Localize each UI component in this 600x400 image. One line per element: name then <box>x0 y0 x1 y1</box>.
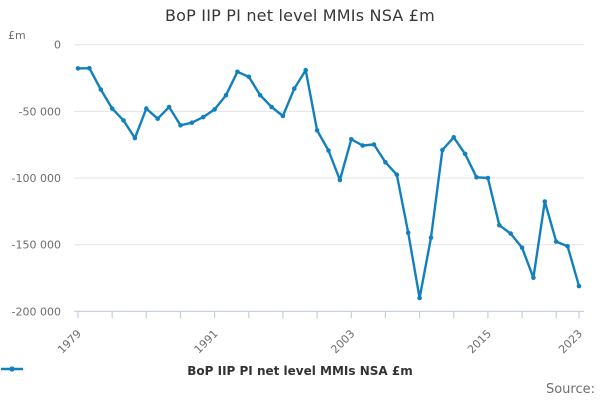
data-point-marker <box>212 107 217 112</box>
x-tick-label: 1991 <box>192 327 221 356</box>
data-line <box>76 66 581 300</box>
y-tick-label: -50 000 <box>19 105 61 118</box>
data-point-marker <box>371 142 377 147</box>
data-point-marker <box>428 235 434 240</box>
data-point-marker <box>189 120 195 125</box>
data-point-marker <box>462 151 468 157</box>
data-point-marker <box>497 222 502 228</box>
data-point-marker <box>292 86 297 91</box>
data-point-marker <box>166 104 172 110</box>
data-point-marker <box>394 172 400 177</box>
data-point-marker <box>417 295 422 301</box>
x-tick-label: 1979 <box>55 327 84 356</box>
data-point-marker <box>314 128 320 133</box>
data-point-marker <box>451 135 457 140</box>
data-point-marker <box>155 116 160 121</box>
data-point-marker <box>326 148 331 153</box>
legend-label: BoP IIP PI net level MMIs NSA £m <box>187 364 413 378</box>
data-point-marker <box>303 67 309 73</box>
data-point-marker <box>360 143 365 148</box>
legend-line-icon <box>1 366 23 372</box>
data-point-marker <box>109 106 115 111</box>
data-point-marker <box>269 104 274 110</box>
x-tick-label: 2015 <box>465 327 494 356</box>
y-tick-label: -200 000 <box>12 305 61 318</box>
data-point-marker <box>565 243 570 249</box>
data-point-marker <box>178 123 183 128</box>
data-point-marker <box>576 283 582 289</box>
plot-area: 0 -50 000 -100 000 -150 000 -200 000 1979 1991… <box>12 39 586 357</box>
data-point-marker <box>98 87 104 92</box>
data-point-marker <box>75 66 81 71</box>
data-point-marker <box>349 137 354 142</box>
data-point-marker <box>257 92 263 98</box>
data-point-marker <box>519 245 525 250</box>
data-point-marker <box>474 175 479 180</box>
source-label: Source: <box>545 382 595 397</box>
data-point-marker <box>223 92 229 98</box>
data-point-marker <box>485 175 491 181</box>
data-point-marker <box>121 118 126 123</box>
data-point-marker <box>553 239 559 244</box>
data-point-marker <box>405 230 411 235</box>
y-tick-label: -150 000 <box>12 239 61 252</box>
data-point-marker <box>246 74 252 80</box>
data-point-marker <box>508 231 513 236</box>
data-point-marker <box>132 135 138 141</box>
data-point-marker <box>383 160 388 165</box>
data-point-marker <box>144 106 149 111</box>
data-point-marker <box>440 147 445 153</box>
data-point-marker <box>280 113 286 119</box>
data-point-marker <box>235 69 240 75</box>
legend: BoP IIP PI net level MMIs NSA £m <box>0 364 600 378</box>
data-point-marker <box>531 275 536 281</box>
y-tick-label: -100 000 <box>12 172 61 185</box>
data-point-marker <box>542 199 548 204</box>
data-point-marker <box>87 65 92 71</box>
chart-title: BoP IIP PI net level MMIs NSA £m <box>165 6 435 25</box>
y-tick-label: 0 <box>54 39 61 52</box>
y-axis-unit-label: £m <box>8 29 26 42</box>
x-tick-label: 2003 <box>328 327 357 356</box>
data-point-marker <box>337 177 343 183</box>
data-point-marker <box>200 114 206 120</box>
x-tick-label: 2023 <box>556 327 585 356</box>
